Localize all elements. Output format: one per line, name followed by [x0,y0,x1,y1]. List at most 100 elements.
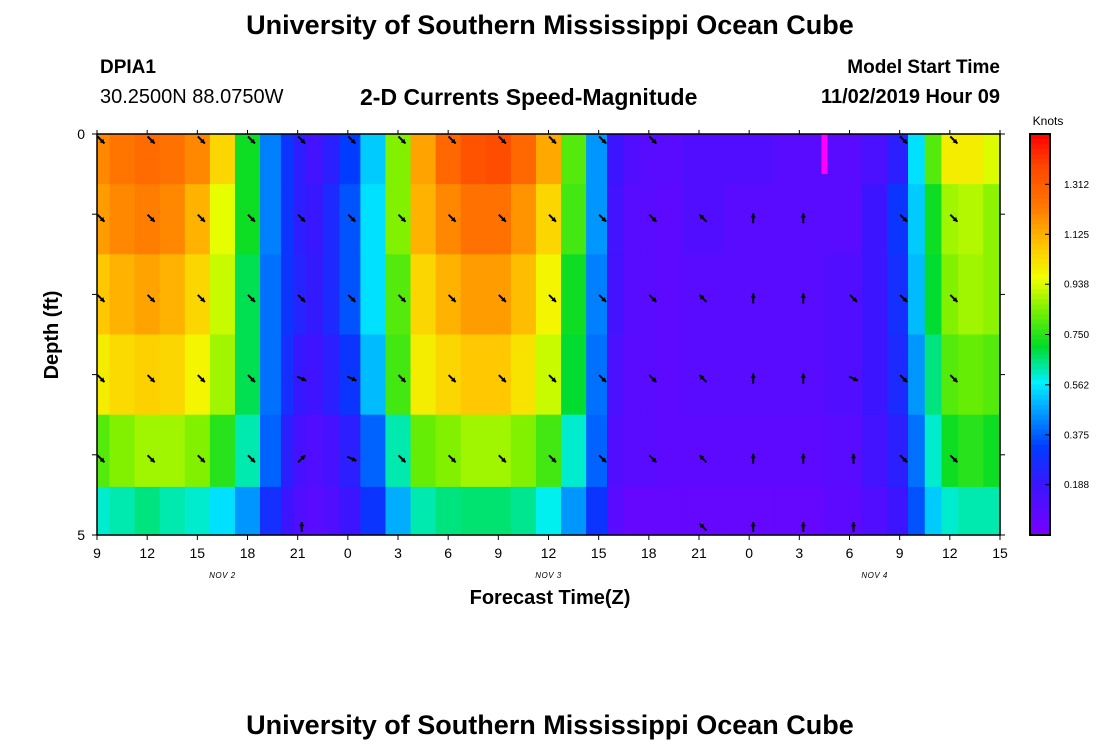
heatmap-cell [561,184,587,255]
colorbar-segment [1030,269,1050,275]
colorbar-segment [1030,459,1050,466]
heatmap-cell [724,134,775,185]
heatmap-cell [535,414,562,488]
heatmap-cell [958,414,984,488]
heatmap-cell [234,184,261,255]
colorbar-segment [1030,394,1050,401]
colorbar-segment [1030,314,1050,321]
x-tick-label: 0 [344,545,352,561]
colorbar-segment [1030,344,1050,351]
heatmap-cell [640,486,658,536]
heatmap-cell [97,254,111,336]
heatmap-cell [280,184,295,255]
current-arrow [247,454,256,464]
y-tick-label: 5 [77,527,85,543]
heatmap-cell [958,334,984,416]
current-arrow [247,135,256,145]
colorbar-segment [1030,504,1050,511]
page-title: University of Southern Mississippi Ocean… [246,10,854,40]
heatmap-cell [924,134,943,185]
heatmap-cell [322,414,341,488]
x-tick-label: 3 [394,545,402,561]
heatmap-cell [657,334,683,416]
current-arrow [899,213,908,223]
heatmap-cell [862,254,888,336]
heatmap-cell [908,134,926,185]
heatmap-cell [586,134,608,185]
current-arrow [498,213,507,223]
heatmap-cell [908,414,926,488]
heatmap-cell [234,334,261,416]
heatmap-cell [983,414,1001,488]
current-arrow [247,294,256,303]
colorbar-segment [1030,519,1050,526]
heatmap-cell [657,414,683,488]
heatmap-cell [958,254,984,336]
heatmap-cell [887,184,909,255]
x-axis-label: Forecast Time(Z) [470,587,631,609]
colorbar-segment [1030,244,1050,250]
heatmap-cell [293,254,307,336]
colorbar-segment [1030,249,1050,255]
current-arrow [598,135,607,145]
heatmap-cell [908,486,926,536]
heatmap-cell [724,486,775,536]
current-arrow [347,213,357,223]
heatmap-cell [410,184,437,255]
colorbar-segment [1030,489,1050,496]
heatmap-cell [510,334,537,416]
colorbar-segment [1030,424,1050,431]
x-tick-label: 3 [795,545,803,561]
colorbar-segment [1030,409,1050,416]
heatmap-cell [360,184,387,255]
heatmap-cell [924,184,943,255]
heatmap-cell [983,254,1001,336]
current-arrow [146,294,156,303]
colorbar-segment [1030,379,1050,386]
heatmap-cell [607,486,625,536]
current-arrow [498,135,507,145]
heatmap-cell [280,254,295,336]
colorbar-segment [1030,184,1050,190]
heatmap-cell [184,486,211,536]
heatmap-cell [260,486,282,536]
colorbar-tick-label: 0.750 [1064,330,1089,341]
current-arrow [698,522,708,532]
colorbar-segment [1030,299,1050,306]
y-tick-label: 0 [77,126,85,142]
heatmap-cell [983,334,1001,416]
x-tick-label: 12 [541,545,557,561]
heatmap-cell [941,184,959,255]
current-arrow [899,135,908,145]
x-tick-label: 9 [494,545,502,561]
colorbar-segment [1030,414,1050,421]
current-arrow [197,374,206,383]
current-arrow [899,454,908,464]
colorbar-segment [1030,494,1050,501]
heatmap-cell [293,134,307,185]
heatmap-cell [134,414,161,488]
heatmap-cell [607,134,625,185]
colorbar-segment [1030,354,1050,361]
colorbar-segment [1030,404,1050,411]
heatmap-cell [209,134,236,185]
chart-title: 2-D Currents Speed-Magnitude [360,84,698,110]
current-arrow [548,374,557,383]
heatmap-cell [983,134,1001,185]
heatmap-cell [97,486,111,536]
heatmap-cell [234,254,261,336]
colorbar-segment [1030,214,1050,220]
footer-title: University of Southern Mississippi Ocean… [246,710,854,740]
heatmap-cell [109,486,136,536]
colorbar-segment [1030,334,1050,341]
date-label: NOV 2 [209,571,236,580]
heatmap-cell [159,334,186,416]
current-arrow [498,294,507,303]
heatmap-cell [280,414,295,488]
colorbar-segment [1030,319,1050,326]
heatmap-cell [908,184,926,255]
current-arrow [648,213,658,223]
heatmap-cell [561,134,587,185]
current-arrow [347,135,357,145]
y-axis-label: Depth (ft) [41,291,63,380]
